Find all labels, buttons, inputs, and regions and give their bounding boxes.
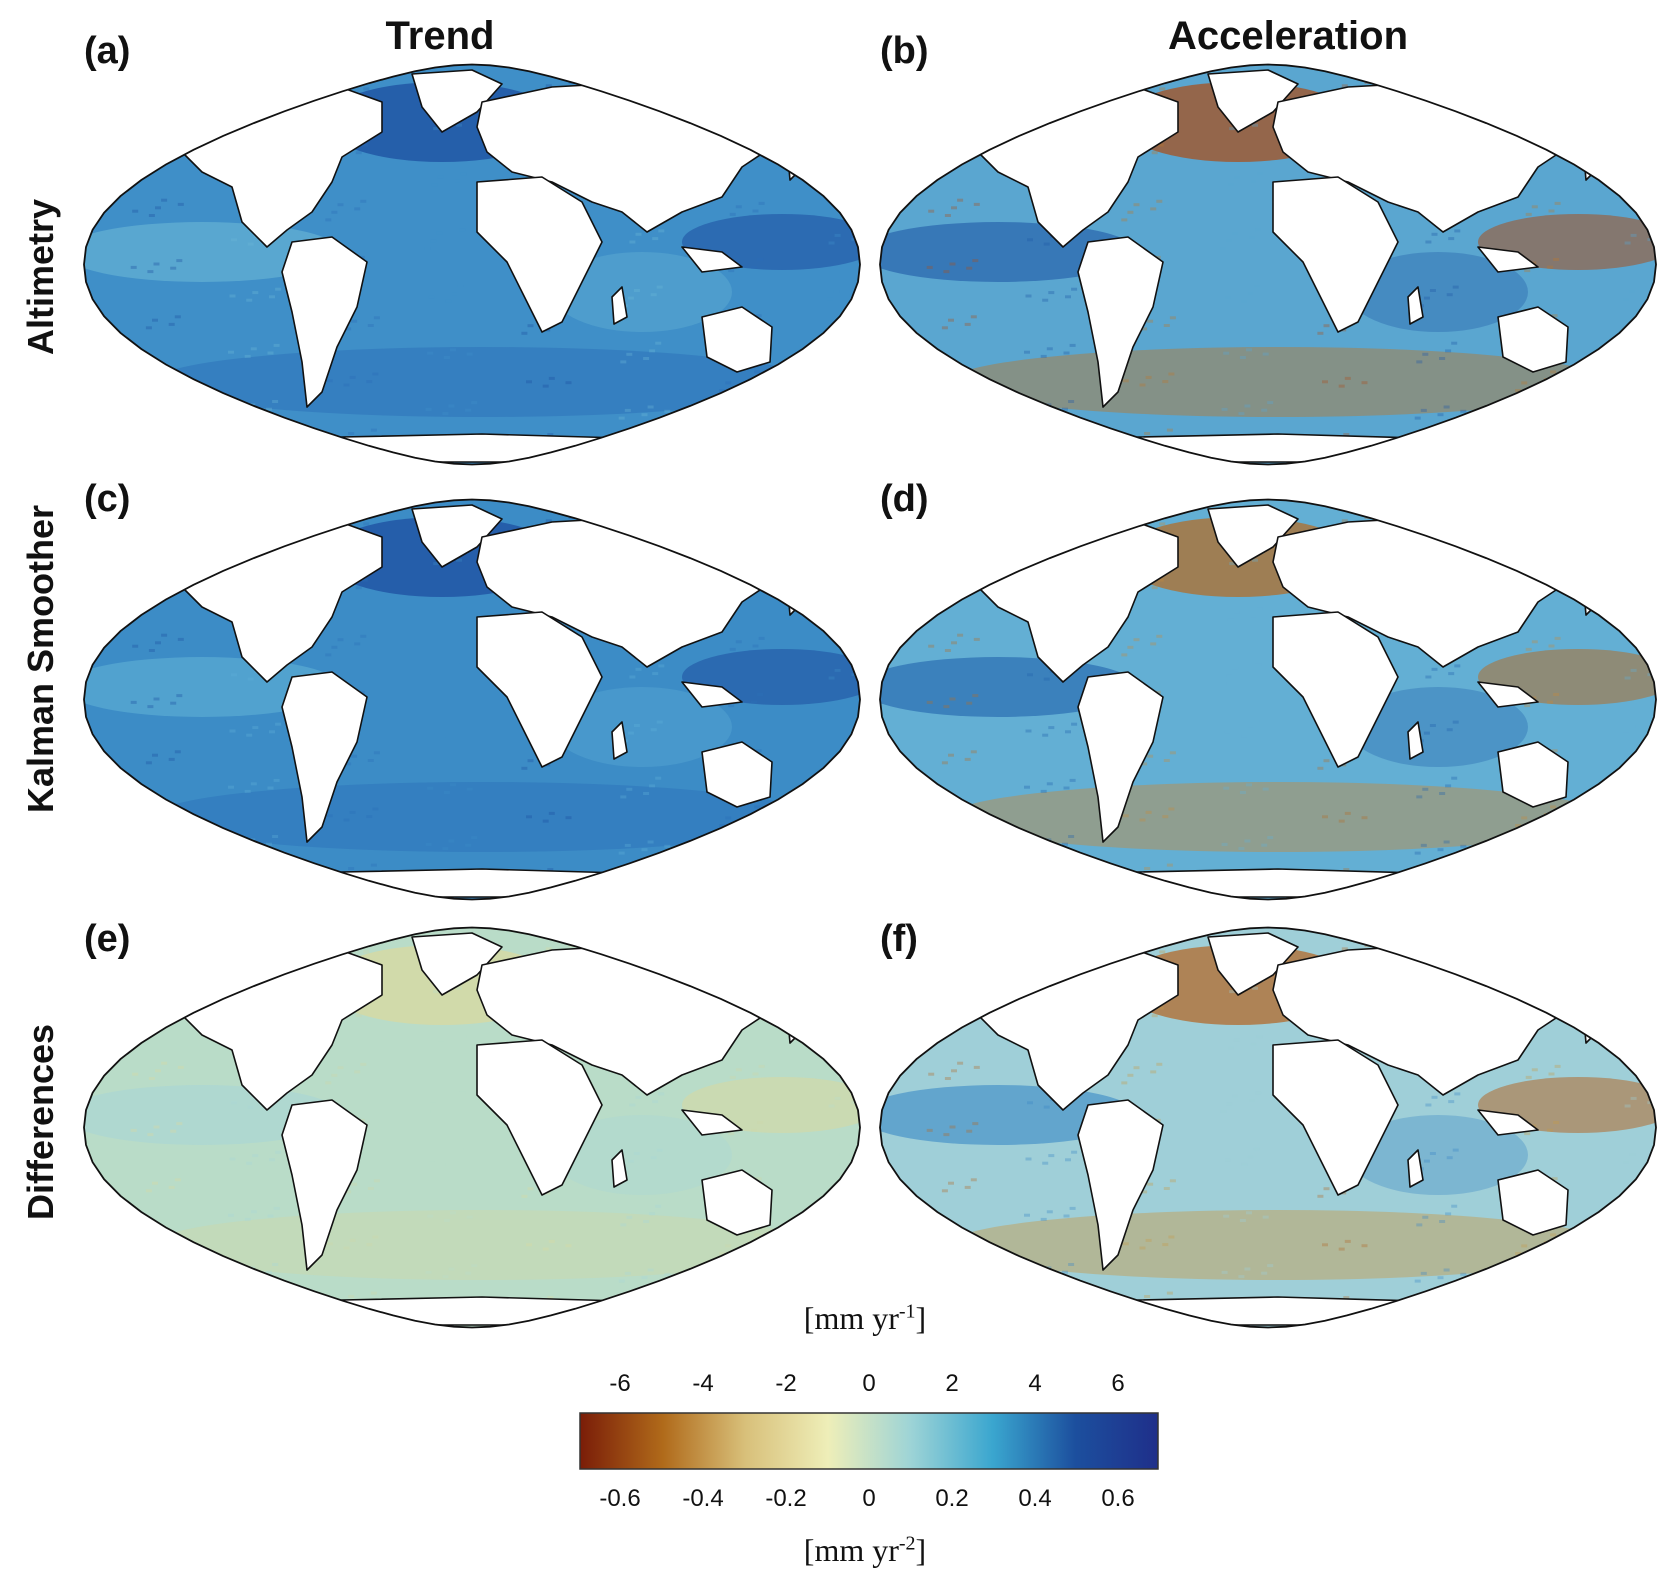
continent-antarctica [1007, 868, 1539, 898]
continent-australia [701, 1169, 773, 1236]
row-title-differences: Differences [20, 1023, 61, 1220]
continent-africa [476, 611, 603, 768]
accel-tick: 0.2 [935, 1485, 969, 1512]
map-frame [83, 63, 861, 466]
trend-tick: -4 [692, 1370, 714, 1397]
map-panel-d [879, 498, 1657, 901]
accel-unit-label: [mm yr-2] [803, 1532, 927, 1568]
ocean-field-c [84, 499, 860, 900]
continent-antarctica [211, 868, 743, 898]
trend-tick: 2 [945, 1370, 959, 1397]
continent-south-america [281, 671, 368, 843]
continent-indonesia [1477, 681, 1539, 708]
continent-africa [476, 1039, 603, 1196]
trend-tick: -6 [609, 1370, 631, 1397]
map-panel-f [879, 926, 1657, 1329]
continent-africa [1272, 1039, 1399, 1196]
map-frame [83, 926, 861, 1329]
continent-greenland [411, 504, 503, 568]
continent-africa [1272, 611, 1399, 768]
column-title-trend: Trend [385, 14, 495, 58]
continent-south-america [1077, 671, 1164, 843]
accel-tick: -0.2 [765, 1485, 807, 1512]
map-frame [879, 63, 1657, 466]
map-frame [879, 926, 1657, 1329]
continent-south-america [281, 236, 368, 408]
trend-unit-label: [mm yr-1] [803, 1300, 927, 1336]
trend-tick: 0 [862, 1370, 876, 1397]
continent-south-america [281, 1099, 368, 1271]
continent-madagascar [611, 721, 628, 760]
continent-australia [1497, 741, 1569, 808]
colorbar-gradient [579, 1412, 1159, 1470]
continent-greenland [1207, 69, 1299, 133]
colorbar [579, 1412, 1159, 1470]
panel-label-d: (d) [880, 478, 929, 520]
trend-tick: 6 [1111, 1370, 1125, 1397]
ocean-field-d [880, 499, 1656, 900]
continent-antarctica [211, 1296, 743, 1326]
continent-indonesia [1477, 1109, 1539, 1136]
continent-greenland [411, 69, 503, 133]
map-panel-e [83, 926, 861, 1329]
accel-tick: -0.6 [599, 1485, 641, 1512]
continent-madagascar [1407, 286, 1424, 325]
map-frame [879, 498, 1657, 901]
continent-australia [1497, 1169, 1569, 1236]
row-title-kalman-smoother: Kalman Smoother [20, 504, 61, 813]
map-panel-b [879, 63, 1657, 466]
map-panel-c [83, 498, 861, 901]
continent-antarctica [211, 433, 743, 463]
continent-australia [1497, 306, 1569, 373]
continent-madagascar [611, 286, 628, 325]
panel-label-e: (e) [84, 918, 131, 960]
trend-tick: -2 [775, 1370, 797, 1397]
continent-greenland [1207, 504, 1299, 568]
ocean-field-a [84, 64, 860, 465]
continent-antarctica [1007, 433, 1539, 463]
map-frame [83, 498, 861, 901]
ocean-field-e [84, 927, 860, 1328]
trend-tick: 4 [1028, 1370, 1042, 1397]
continent-madagascar [1407, 721, 1424, 760]
continent-greenland [1207, 932, 1299, 996]
continent-antarctica [1007, 1296, 1539, 1326]
continent-indonesia [681, 246, 743, 273]
map-panel-a [83, 63, 861, 466]
accel-tick: -0.4 [682, 1485, 724, 1512]
panel-label-f: (f) [880, 918, 918, 960]
continent-greenland [411, 932, 503, 996]
continent-south-america [1077, 1099, 1164, 1271]
continent-australia [701, 741, 773, 808]
continent-indonesia [1477, 246, 1539, 273]
ocean-field-b [880, 64, 1656, 465]
continent-indonesia [681, 681, 743, 708]
continent-africa [476, 176, 603, 333]
column-title-acceleration: Acceleration [1167, 14, 1409, 58]
row-title-altimetry: Altimetry [20, 198, 61, 355]
accel-tick: 0 [862, 1485, 876, 1512]
continent-indonesia [681, 1109, 743, 1136]
accel-tick: 0.4 [1018, 1485, 1052, 1512]
continent-africa [1272, 176, 1399, 333]
panel-label-c: (c) [84, 478, 131, 520]
continent-south-america [1077, 236, 1164, 408]
continent-madagascar [1407, 1149, 1424, 1188]
continent-australia [701, 306, 773, 373]
panel-label-a: (a) [84, 30, 131, 72]
accel-tick: 0.6 [1101, 1485, 1135, 1512]
ocean-field-f [880, 927, 1656, 1328]
panel-label-b: (b) [880, 30, 929, 72]
continent-madagascar [611, 1149, 628, 1188]
